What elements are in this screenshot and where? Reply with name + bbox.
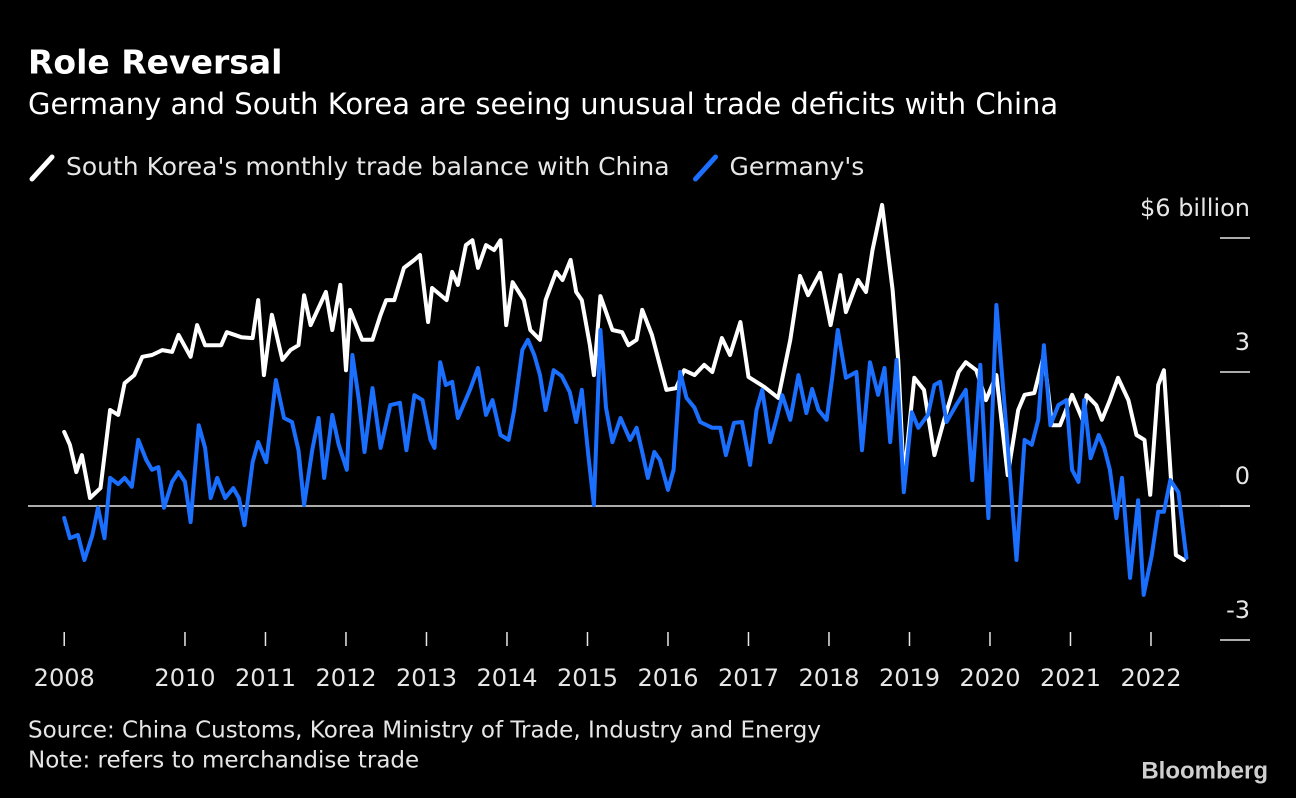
x-tick-label: 2022 <box>1120 664 1181 692</box>
y-tick-label: $6 billion <box>1140 194 1250 222</box>
legend-label: Germany's <box>730 152 865 181</box>
legend-swatch <box>29 154 55 182</box>
source: Source: China Customs, Korea Ministry of… <box>28 718 821 744</box>
y-tick-label: 3 <box>1235 328 1250 356</box>
x-tick-label: 2008 <box>34 664 95 692</box>
y-tick-label: 0 <box>1235 462 1250 490</box>
x-tick-label: 2014 <box>476 664 537 692</box>
x-tick-label: 2010 <box>154 664 215 692</box>
branding: Bloomberg <box>1141 757 1268 784</box>
legend-swatch <box>693 154 719 182</box>
x-tick-label: 2019 <box>879 664 940 692</box>
note: Note: refers to merchandise trade <box>28 748 419 774</box>
x-tick-label: 2017 <box>718 664 779 692</box>
legend-label: South Korea's monthly trade balance with… <box>66 152 670 181</box>
x-tick-label: 2015 <box>557 664 618 692</box>
chart-title: Role Reversal <box>28 43 282 82</box>
x-tick-label: 2018 <box>798 664 859 692</box>
x-tick-label: 2011 <box>235 664 296 692</box>
x-tick-label: 2012 <box>315 664 376 692</box>
series-line <box>62 303 1189 597</box>
x-tick-label: 2021 <box>1040 664 1101 692</box>
x-tick-label: 2016 <box>637 664 698 692</box>
series-line <box>62 202 1186 562</box>
x-tick-label: 2013 <box>396 664 457 692</box>
x-tick-label: 2020 <box>959 664 1020 692</box>
y-tick-label: -3 <box>1226 596 1250 624</box>
chart-subtitle: Germany and South Korea are seeing unusu… <box>28 87 1058 121</box>
